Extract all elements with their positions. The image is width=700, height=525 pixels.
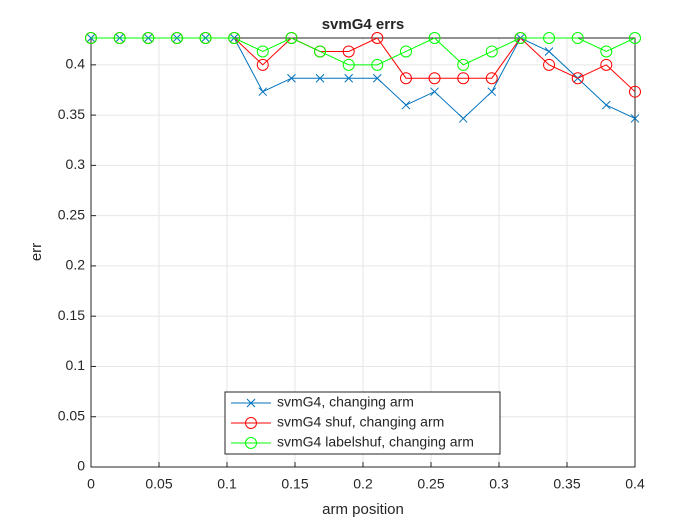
legend-label: svmG4 labelshuf, changing arm bbox=[277, 434, 474, 450]
legend: svmG4, changing arm svmG4 shuf, changing … bbox=[224, 391, 501, 455]
x-tick-label: 0.3 bbox=[489, 476, 509, 492]
y-tick-label: 0.1 bbox=[66, 357, 86, 373]
marker bbox=[258, 87, 268, 97]
marker bbox=[600, 45, 613, 58]
marker bbox=[85, 32, 97, 44]
y-tick-label: 0.2 bbox=[66, 257, 86, 273]
y-axis-label: err bbox=[28, 243, 45, 261]
marker bbox=[399, 72, 412, 85]
marker bbox=[399, 45, 412, 58]
marker bbox=[428, 32, 441, 44]
marker bbox=[344, 73, 354, 83]
marker bbox=[246, 398, 256, 408]
marker bbox=[371, 58, 384, 71]
marker bbox=[601, 100, 611, 110]
marker bbox=[544, 47, 554, 56]
chart-title: svmG4 errs bbox=[322, 16, 405, 33]
y-tick-label: 0.15 bbox=[58, 307, 85, 323]
x-tick-label: 0.2 bbox=[353, 476, 373, 492]
series-line bbox=[91, 37, 636, 66]
legend-label: svmG4 shuf, changing arm bbox=[277, 414, 444, 430]
marker bbox=[485, 45, 498, 58]
marker bbox=[142, 32, 155, 44]
x-tick-label: 0.4 bbox=[625, 476, 645, 492]
marker bbox=[458, 114, 468, 123]
x-tick-label: 0.1 bbox=[217, 476, 237, 492]
marker bbox=[199, 32, 212, 44]
series bbox=[85, 32, 641, 71]
y-tick-label: 0 bbox=[77, 458, 85, 474]
marker bbox=[485, 72, 498, 85]
x-tick-label: 0 bbox=[87, 476, 95, 492]
x-tick-label: 0.05 bbox=[145, 476, 172, 492]
marker bbox=[543, 58, 556, 71]
y-tick-label: 0.05 bbox=[58, 407, 85, 423]
marker bbox=[245, 437, 257, 449]
x-axis-label: arm position bbox=[322, 501, 404, 518]
marker bbox=[170, 32, 183, 44]
marker bbox=[457, 58, 470, 71]
x-tick-label: 0.35 bbox=[553, 476, 580, 492]
marker bbox=[315, 73, 325, 83]
marker bbox=[287, 73, 296, 83]
marker bbox=[600, 58, 613, 71]
marker bbox=[372, 73, 382, 83]
marker bbox=[629, 85, 641, 98]
y-tick-label: 0.25 bbox=[58, 206, 85, 222]
marker bbox=[514, 32, 527, 44]
marker bbox=[113, 32, 126, 44]
x-tick-label: 0.25 bbox=[417, 476, 444, 492]
legend-label: svmG4, changing arm bbox=[277, 394, 414, 410]
y-tick-label: 0.4 bbox=[66, 56, 86, 72]
marker bbox=[342, 45, 355, 58]
marker bbox=[543, 32, 556, 44]
marker bbox=[571, 72, 584, 85]
y-tick-label: 0.35 bbox=[58, 106, 85, 122]
marker bbox=[571, 32, 584, 44]
marker bbox=[428, 72, 441, 85]
marker bbox=[371, 32, 384, 44]
marker bbox=[342, 58, 355, 71]
marker bbox=[256, 45, 269, 58]
y-tick-label: 0.3 bbox=[66, 156, 86, 172]
marker bbox=[430, 87, 439, 97]
marker bbox=[630, 114, 640, 123]
marker bbox=[285, 32, 298, 44]
marker bbox=[256, 58, 269, 71]
marker bbox=[457, 72, 470, 85]
marker bbox=[401, 100, 411, 110]
marker bbox=[487, 87, 497, 97]
marker bbox=[314, 45, 327, 58]
marker bbox=[228, 32, 241, 44]
marker bbox=[245, 417, 257, 429]
marker bbox=[629, 32, 641, 44]
x-tick-label: 0.15 bbox=[281, 476, 308, 492]
axes-box bbox=[90, 37, 636, 468]
